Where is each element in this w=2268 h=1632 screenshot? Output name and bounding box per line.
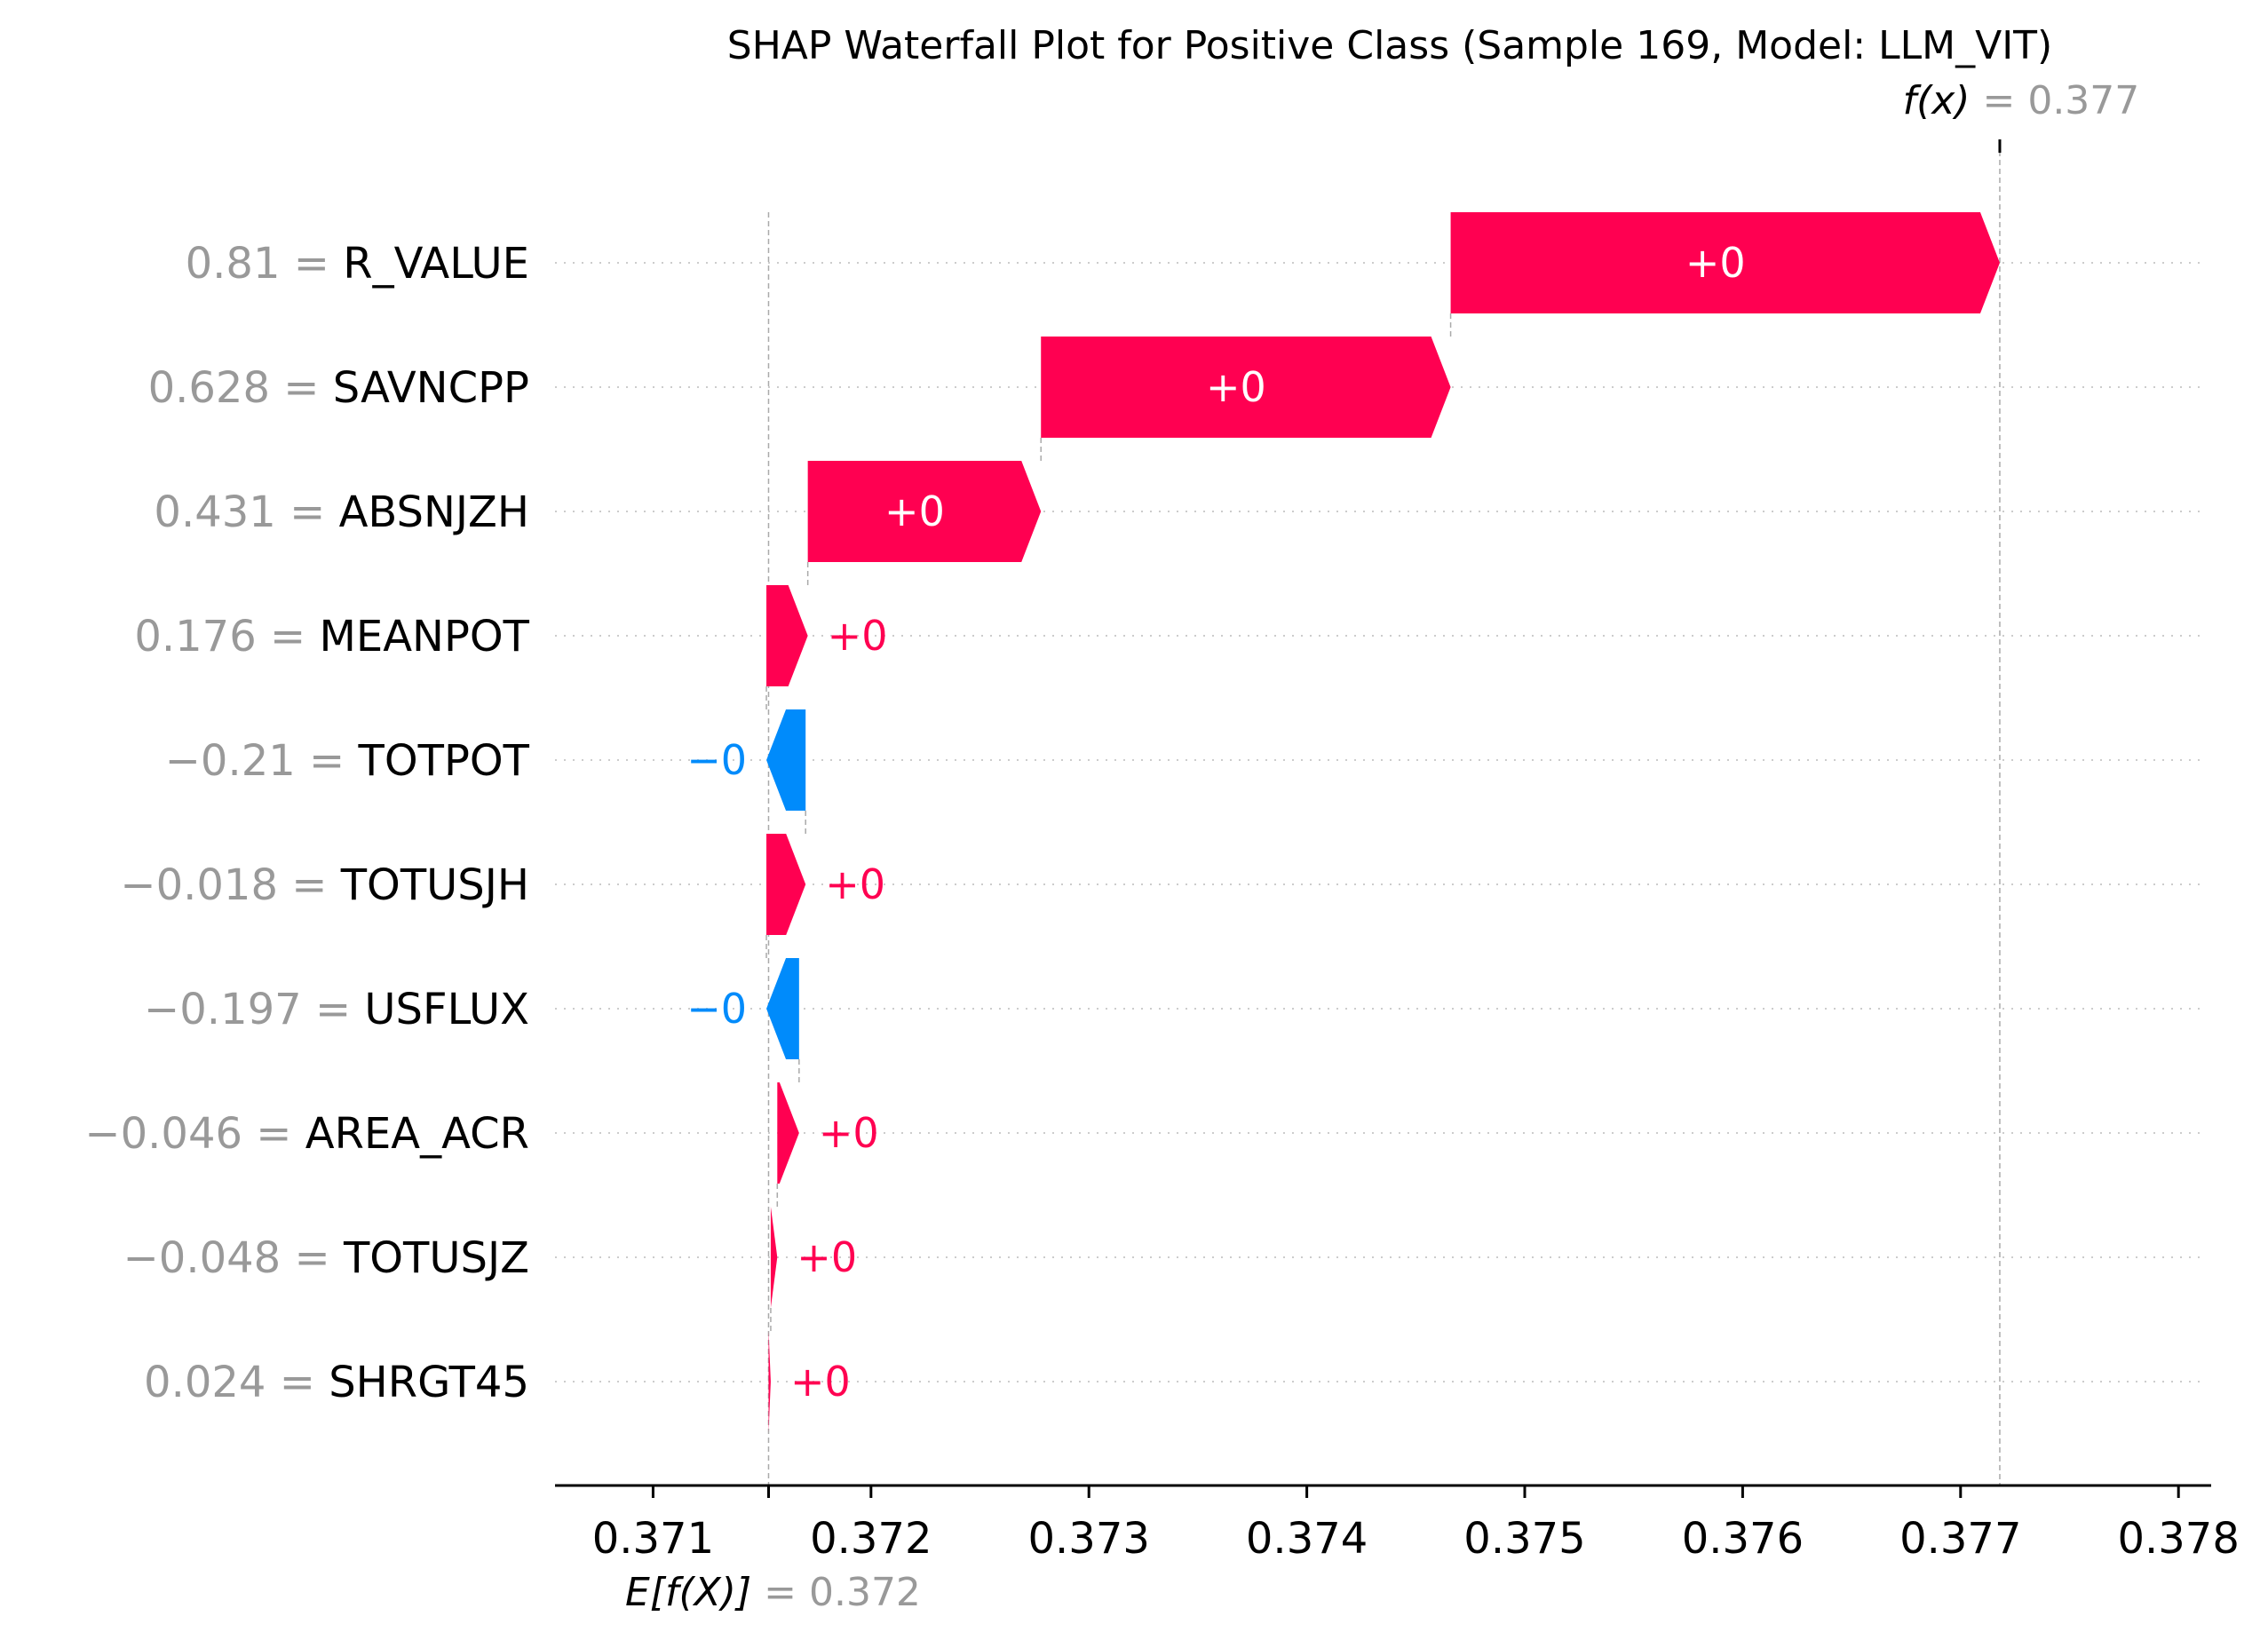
bar-shrgt45 [768, 1331, 771, 1432]
feature-value: 0.81 = [186, 239, 344, 289]
feature-name: USFLUX [364, 985, 529, 1034]
bar-absnjzh [807, 461, 1042, 562]
bar-value-label: +0 [819, 1109, 879, 1157]
feature-name: TOTUSJZ [343, 1233, 529, 1283]
feature-value: 0.176 = [134, 612, 319, 662]
bar-meanpot [766, 585, 808, 686]
x-tick-label: 0.375 [1463, 1514, 1585, 1564]
feature-value: −0.048 = [123, 1233, 344, 1283]
feature-value: −0.21 = [165, 736, 359, 786]
bar-value-label: +0 [825, 860, 885, 908]
bar-value-label: +0 [790, 1358, 851, 1406]
bar-usflux [766, 958, 799, 1059]
feature-name: ABSNJZH [339, 487, 529, 537]
feature-value: 0.024 = [144, 1358, 329, 1407]
feature-name: MEANPOT [319, 612, 529, 662]
x-tick-label: 0.376 [1682, 1514, 1804, 1564]
output-value-label: f(x) = 0.377 [1903, 78, 2140, 123]
feature-name: AREA_ACR [305, 1109, 529, 1159]
connector-lines [765, 139, 2002, 1485]
feature-name: TOTUSJH [340, 860, 529, 910]
expected-and-output-labels: E[f(X)] = 0.372 f(x) = 0.377 [625, 78, 2139, 1615]
feature-value: −0.046 = [84, 1109, 305, 1159]
x-tick-label: 0.372 [810, 1514, 932, 1564]
x-tick-label: 0.371 [592, 1514, 714, 1564]
feature-labels: +0 0.81 = R_VALUE +0 0.628 = SAVNCPP +0 0.431… [84, 239, 1745, 1407]
bar-value-label: +0 [797, 1233, 857, 1281]
feature-value: 0.431 = [154, 487, 338, 537]
expected-value-symbol: E[f(X)] [625, 1570, 751, 1615]
chart-title: SHAP Waterfall Plot for Positive Class (… [727, 23, 2052, 68]
bar-value-label: −0 [686, 985, 747, 1033]
bar-value-label: +0 [1685, 239, 1746, 287]
feature-label: −0.018 = TOTUSJH [120, 860, 529, 910]
feature-label: 0.431 = ABSNJZH [154, 487, 529, 537]
output-value-number: = 0.377 [1970, 78, 2139, 123]
x-tick-label: 0.378 [2117, 1514, 2239, 1564]
bar-value-label: +0 [828, 612, 888, 660]
feature-label: −0.046 = AREA_ACR [84, 1109, 529, 1159]
bar-value-label: −0 [686, 736, 747, 784]
x-tick-label: 0.373 [1028, 1514, 1150, 1564]
x-axis: 0.371 0.372 0.373 0.374 0.375 0.376 0.377 0.378 [555, 1484, 2240, 1564]
feature-name: SAVNCPP [333, 363, 529, 413]
feature-label: −0.21 = TOTPOT [165, 736, 530, 786]
bar-area-acr [777, 1082, 799, 1184]
output-value-symbol: f(x) [1903, 78, 1971, 123]
expected-value-label: E[f(X)] = 0.372 [625, 1570, 921, 1615]
bars [766, 212, 2000, 1432]
feature-label: −0.048 = TOTUSJZ [123, 1233, 529, 1283]
expected-value-number: = 0.372 [751, 1570, 921, 1615]
feature-name: TOTPOT [358, 736, 530, 786]
feature-name: SHRGT45 [329, 1358, 529, 1407]
bar-value-label: +0 [1206, 363, 1266, 411]
bar-r-value [1450, 212, 2000, 313]
feature-label: 0.81 = R_VALUE [186, 239, 529, 289]
feature-label: 0.628 = SAVNCPP [148, 363, 529, 413]
feature-label: −0.197 = USFLUX [144, 985, 529, 1034]
bar-totpot [766, 709, 806, 811]
feature-name: R_VALUE [343, 239, 529, 289]
feature-label: 0.024 = SHRGT45 [144, 1358, 529, 1407]
bar-totusjz [770, 1207, 778, 1308]
feature-label: 0.176 = MEANPOT [134, 612, 529, 662]
feature-value: 0.628 = [148, 363, 333, 413]
feature-value: −0.197 = [144, 985, 364, 1034]
bar-value-label: +0 [884, 487, 945, 535]
x-tick-label: 0.377 [1899, 1514, 2021, 1564]
feature-value: −0.018 = [120, 860, 340, 910]
bar-totusjh [766, 834, 806, 935]
bar-savncpp [1041, 337, 1451, 438]
x-tick-label: 0.374 [1246, 1514, 1368, 1564]
